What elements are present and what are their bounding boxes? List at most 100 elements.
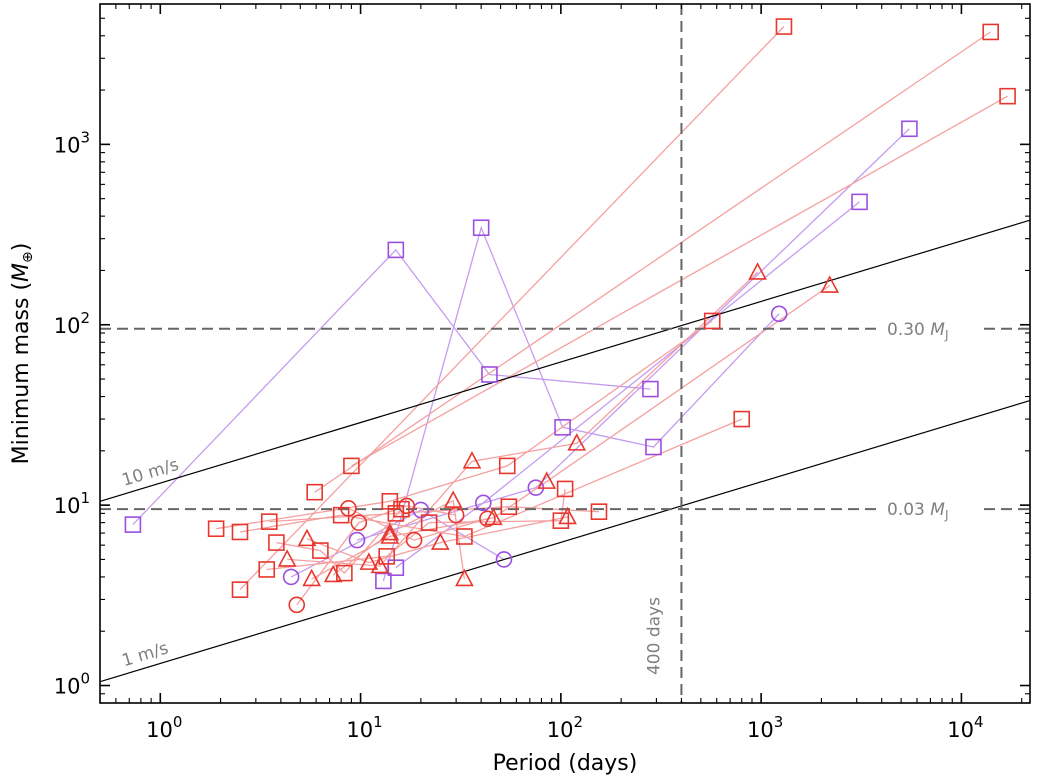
data-markers: [124, 18, 1016, 614]
x-tick-label-4-exponent: 4: [974, 713, 984, 731]
system-line-0: [132, 248, 651, 526]
marker-triangle-15-3: [558, 506, 577, 525]
marker-square-1-0: [375, 572, 392, 590]
plot-frame: [99, 3, 1031, 704]
marker-square-0-2: [481, 366, 498, 383]
connector-lines: [132, 26, 1008, 606]
x-tick-label-3: 103: [747, 713, 783, 742]
marker-circle-1-4: [770, 305, 788, 323]
y-tick-label-0-base: 10: [54, 675, 81, 699]
mj-label-low-symbol: M: [930, 500, 945, 520]
x-tick-label-3-base: 10: [747, 718, 774, 742]
system-line-12: [276, 508, 402, 575]
x-tick-label-1-exponent: 1: [373, 713, 383, 731]
system-line-13: [287, 271, 759, 567]
y-axis-title-subscript: ⊕: [20, 251, 36, 263]
rv-line-0: [99, 219, 1031, 502]
marker-circle-17-1: [350, 514, 368, 531]
mj-label-low: 0.03 MJ: [881, 497, 979, 524]
x-axis-title: Period (days): [493, 751, 638, 776]
axis-ticks: [99, 3, 1030, 704]
marker-triangle-15-1: [359, 552, 379, 570]
marker-circle-17-3: [447, 506, 465, 524]
marker-square-11-2: [420, 514, 438, 531]
rv-line-label-1: 1 m/s: [120, 638, 171, 671]
x-tick-label-4-base: 10: [947, 718, 974, 742]
marker-square-8-3: [703, 312, 721, 330]
marker-triangle-14-0: [302, 568, 322, 587]
marker-square-1-3: [645, 438, 662, 456]
marker-triangle-14-4: [820, 275, 840, 293]
marker-square-5-1: [775, 18, 793, 35]
x-tick-label-0-exponent: 0: [173, 713, 183, 731]
reference-lines: [99, 4, 1031, 703]
marker-circle-17-2: [398, 497, 416, 515]
marker-triangle-16-0: [323, 564, 343, 583]
x-tick-label-0: 100: [146, 713, 182, 742]
x-tick-label-3-exponent: 3: [774, 713, 784, 731]
y-tick-label-1-exponent: 1: [80, 489, 90, 507]
marker-square-0-0: [124, 516, 142, 533]
mj-label-high-subscript: J: [944, 328, 949, 342]
marker-square-5-0: [231, 581, 249, 598]
y-tick-label-0: 100: [54, 670, 90, 699]
mj-label-high: 0.30 MJ: [881, 316, 979, 343]
marker-square-9-2: [456, 528, 473, 545]
mj-label-high-value: 0.30: [887, 320, 925, 340]
y-tick-label-3-base: 10: [54, 133, 81, 157]
y-tick-label-2-base: 10: [54, 314, 81, 338]
marker-triangle-16-2: [443, 490, 463, 508]
marker-circle-17-0: [288, 596, 306, 614]
x-tick-label-4: 104: [947, 713, 983, 742]
marker-square-11-3: [552, 512, 570, 529]
marker-triangle-13-3: [567, 433, 587, 451]
y-tick-label-0-exponent: 0: [80, 670, 90, 688]
marker-triangle-14-3: [537, 471, 557, 489]
marker-circle-18-1: [405, 531, 423, 549]
marker-triangle-15-0: [297, 528, 317, 547]
x-tick-label-1: 101: [346, 713, 382, 742]
system-line-17: [296, 505, 457, 606]
marker-circle-18-0: [340, 500, 357, 517]
system-line-8: [215, 320, 713, 530]
y-axis-title: Minimum mass (M⊕): [9, 243, 36, 465]
mj-label-high-symbol: M: [930, 320, 945, 340]
marker-square-9-0: [231, 523, 249, 541]
x-tick-label-2-base: 10: [547, 718, 574, 742]
marker-square-10-2: [500, 498, 518, 516]
marker-square-8-0: [207, 520, 225, 538]
marker-circle-4-0: [282, 568, 300, 586]
marker-square-0-1: [387, 241, 405, 259]
marker-square-0-3: [642, 380, 659, 398]
marker-square-10-3: [590, 503, 608, 520]
marker-triangle-15-2: [430, 532, 450, 550]
marker-square-3-2: [901, 120, 918, 138]
y-axis-title-text: Minimum mass (: [9, 282, 34, 464]
rv-line-1: [99, 399, 1031, 683]
system-line-3: [356, 128, 910, 541]
marker-square-11-4: [556, 480, 574, 498]
system-line-7: [351, 95, 1008, 467]
y-tick-label-3: 103: [54, 128, 90, 157]
y-tick-label-2-exponent: 2: [80, 309, 90, 327]
marker-triangle-16-3: [455, 568, 474, 587]
system-line-14: [311, 284, 831, 580]
x-tick-label-1-base: 10: [346, 718, 373, 742]
y-tick-label-1: 101: [54, 489, 90, 518]
system-line-5: [239, 26, 785, 591]
system-line-11: [266, 488, 566, 571]
marker-circle-18-2: [479, 510, 496, 528]
x-tick-label-2: 102: [547, 713, 583, 742]
marker-triangle-14-1: [380, 526, 400, 544]
x-tick-label-2-exponent: 2: [573, 713, 583, 731]
svg-text:0.30 MJ: 0.30 MJ: [887, 320, 948, 342]
x-tick-label-0-base: 10: [146, 718, 173, 742]
mj-label-low-value: 0.03: [887, 500, 925, 520]
marker-triangle-13-0: [277, 549, 297, 567]
y-tick-label-2: 102: [54, 309, 90, 338]
system-line-10: [269, 506, 600, 523]
marker-square-10-0: [260, 513, 278, 530]
marker-square-9-3: [733, 410, 751, 428]
